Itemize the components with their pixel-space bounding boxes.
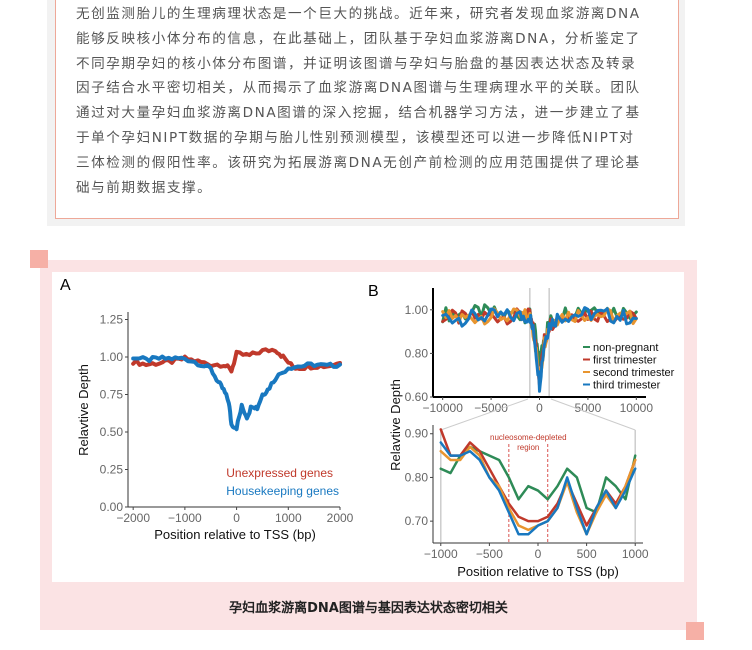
x-tick-label: 0 xyxy=(535,547,542,561)
article-text-line: 通过对大量孕妇血浆游离DNA图谱的深入挖掘，结合机器学习方法，进一步建立了基 xyxy=(76,105,641,122)
x-tick-label: 500 xyxy=(577,547,597,561)
x-tick-label: −2000 xyxy=(116,511,150,525)
legend-label: non-pregnant xyxy=(593,342,658,354)
y-tick-label: 0.00 xyxy=(100,500,124,514)
y-axis-label: Relavtive Depth xyxy=(76,364,91,456)
series-line-housekeeping-genes xyxy=(131,354,342,432)
series-line-third-trimester xyxy=(439,441,637,536)
legend-label: second trimester xyxy=(593,367,675,379)
corner-decoration-top-left xyxy=(30,250,48,268)
figure-caption: 孕妇血浆游离DNA图谱与基因表达状态密切相关 xyxy=(229,601,508,616)
zoom-connector-right xyxy=(550,398,636,431)
x-tick-label: 0 xyxy=(233,511,240,525)
y-tick-label: 1.00 xyxy=(100,350,124,364)
article-text-line: 于单个孕妇NIPT数据的孕期与胎儿性别预测模型，该模型还可以进一步降低NIPT对 xyxy=(76,130,635,146)
x-axis-label: Position relative to TSS (bp) xyxy=(154,527,316,542)
legend-label: Housekeeping genes xyxy=(226,484,339,498)
ndr-annotation: nucleosome-depleted xyxy=(490,433,567,442)
y-tick-label: 0.80 xyxy=(405,470,429,484)
y-tick-label: 0.70 xyxy=(405,514,429,528)
legend-label: Unexpressed genes xyxy=(226,466,333,480)
panel-label-a: A xyxy=(60,277,71,294)
panel-label-b: B xyxy=(368,283,379,300)
y-tick-label: 0.75 xyxy=(100,388,124,402)
article-text-box: 无创监测胎儿的生理病理状态是一个巨大的挑战。近年来，研究者发现血浆游离DNA 能够… xyxy=(55,0,679,219)
series-line-third-trimester xyxy=(441,306,638,393)
article-text-line: 三体检测的假阳性率。该研究为拓展游离DNA无创产前检测的应用范围提供了理论基 xyxy=(76,154,641,171)
article-text-line: 因子结合水平密切相关，从而揭示了血浆游离DNA图谱与生理病理水平的关联。团队 xyxy=(76,80,641,97)
series-line-unexpressed-genes xyxy=(131,347,342,374)
y-tick-label: 0.50 xyxy=(100,425,124,439)
x-tick-label: −1000 xyxy=(168,511,202,525)
legend-label: first trimester xyxy=(593,355,657,367)
x-tick-label: 10000 xyxy=(620,401,654,415)
y-tick-label: 0.25 xyxy=(100,463,124,477)
x-tick-label: −5000 xyxy=(474,401,508,415)
corner-decoration-bottom-right xyxy=(686,622,704,640)
y-tick-label: 0.90 xyxy=(405,427,429,441)
x-tick-label: 5000 xyxy=(575,401,602,415)
article-text-line: 无创监测胎儿的生理病理状态是一个巨大的挑战。近年来，研究者发现血浆游离DNA xyxy=(76,6,641,22)
zoom-connector-left xyxy=(440,398,529,431)
article-text-line: 不同孕期孕妇的核小体分布图谱，并证明该图谱与孕妇与胎盘的基因表达状态及转录 xyxy=(76,55,637,72)
x-tick-label: 1000 xyxy=(622,547,649,561)
article-text-line: 础与前期数据支撑。 xyxy=(76,179,213,196)
x-tick-label: 2000 xyxy=(327,511,354,525)
x-tick-label: 0 xyxy=(536,401,543,415)
y-tick-label: 1.00 xyxy=(405,303,429,317)
y-tick-label: 1.25 xyxy=(100,313,124,327)
y-axis-label: Relavtive Depth xyxy=(388,379,403,471)
x-tick-label: −1000 xyxy=(424,547,458,561)
x-tick-label: −10000 xyxy=(422,401,463,415)
x-tick-label: −500 xyxy=(476,547,503,561)
y-tick-label: 0.60 xyxy=(405,390,429,404)
x-axis-label: Position relative to TSS (bp) xyxy=(457,564,619,579)
y-tick-label: 0.80 xyxy=(405,346,429,360)
figure-panel xyxy=(52,272,684,582)
article-text-line: 能够反映核小体分布的信息，在此基础上，团队基于孕妇血浆游离DNA，分析鉴定了 xyxy=(76,30,641,47)
legend-label: third trimester xyxy=(593,380,661,392)
x-tick-label: 1000 xyxy=(275,511,302,525)
ndr-annotation: region xyxy=(517,443,539,452)
series-line-non-pregnant xyxy=(439,445,637,514)
